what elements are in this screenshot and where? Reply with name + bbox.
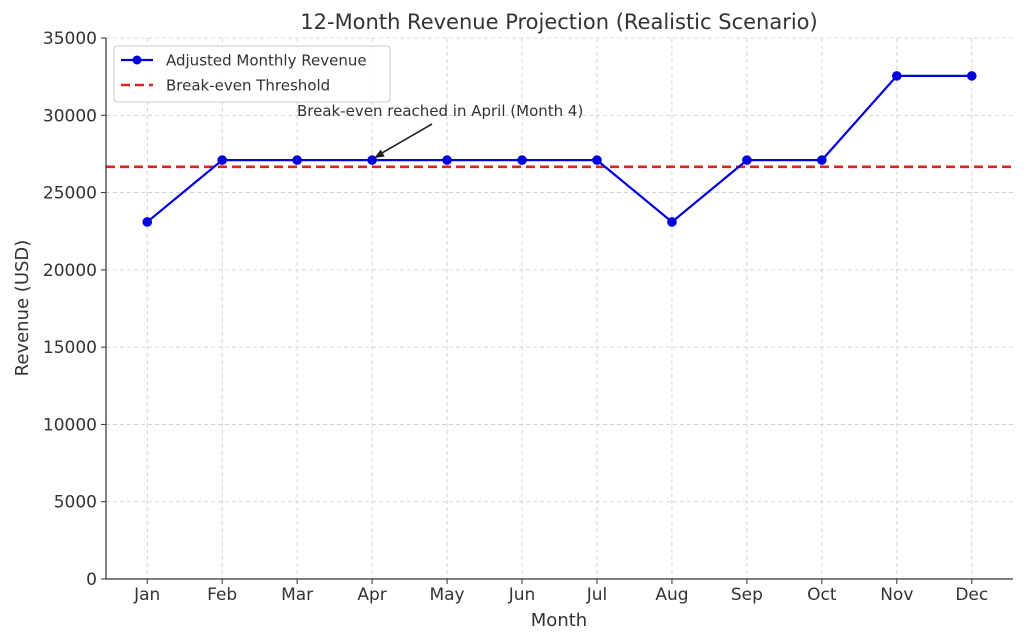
x-axis-label: Month: [531, 610, 587, 631]
data-point-aug: [667, 217, 677, 227]
data-point-dec: [966, 71, 977, 81]
legend: Adjusted Monthly Revenue Break-even Thre…: [113, 45, 391, 103]
legend-series-label: Adjusted Monthly Revenue: [166, 52, 367, 70]
x-tick-label: Feb: [207, 585, 237, 605]
data-point-jul: [592, 155, 602, 165]
grid: [106, 37, 1013, 580]
annotation-arrow: [379, 123, 433, 155]
chart-title: 12-Month Revenue Projection (Realistic S…: [300, 10, 817, 34]
x-tick-label: Jun: [508, 585, 536, 605]
series-line: [146, 74, 972, 224]
annotation-arrowhead: [374, 149, 385, 159]
x-tick-label: Nov: [880, 585, 913, 605]
legend-series-marker: [132, 55, 142, 65]
x-tick-label: Jul: [586, 585, 608, 605]
y-tick-label: 10000: [43, 415, 97, 435]
x-tick-label: Jan: [133, 585, 160, 605]
x-tick-label: Aug: [655, 585, 688, 605]
y-tick-label: 35000: [43, 29, 97, 49]
y-tick-label: 20000: [43, 261, 97, 281]
data-point-nov: [892, 71, 902, 81]
data-point-feb: [217, 155, 227, 165]
x-tick-label: Apr: [357, 585, 386, 605]
y-axis-label: Revenue (USD): [12, 240, 33, 377]
legend-box: [113, 45, 391, 103]
y-tick-label: 15000: [43, 338, 97, 358]
x-tick-label: May: [429, 585, 464, 605]
x-tick-label: Mar: [281, 585, 313, 605]
y-tick-label: 30000: [43, 106, 97, 126]
y-tick-label: 0: [86, 570, 97, 590]
data-point-oct: [817, 155, 827, 165]
axes: 0 5000 10000 15000 20000 25000 30000 35000 Jan Fe…: [43, 29, 1013, 605]
data-point-may: [442, 155, 452, 165]
annotation-text: Break-even reached in April (Month 4): [297, 102, 583, 120]
annotation: Break-even reached in April (Month 4): [297, 102, 583, 159]
y-tick-label: 5000: [54, 493, 97, 513]
data-point-jun: [517, 155, 527, 165]
data-point-jan: [142, 217, 153, 227]
legend-threshold-label: Break-even Threshold: [166, 77, 330, 95]
data-point-mar: [292, 155, 302, 165]
y-tick-label: 25000: [43, 184, 97, 204]
x-tick-label: Sep: [731, 585, 763, 605]
x-tick-label: Dec: [955, 585, 988, 605]
x-tick-label: Oct: [807, 585, 837, 605]
data-point-sep: [742, 155, 752, 165]
